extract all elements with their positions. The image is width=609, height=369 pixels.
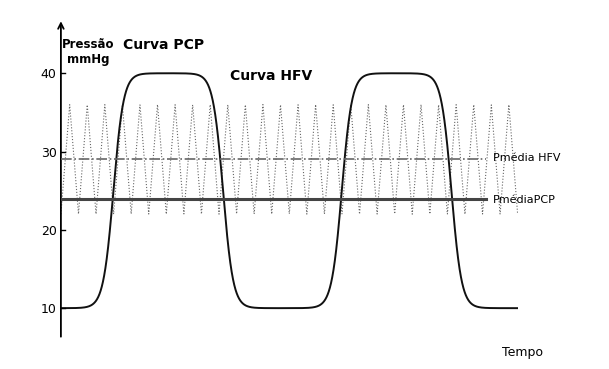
Text: Pressão
mmHg: Pressão mmHg xyxy=(62,38,114,66)
Text: PmédiaPCP: PmédiaPCP xyxy=(493,195,555,205)
Text: Pmédia HFV: Pmédia HFV xyxy=(493,153,560,163)
Text: Curva PCP: Curva PCP xyxy=(122,38,203,52)
Text: Tempo: Tempo xyxy=(502,346,543,359)
Text: Curva HFV: Curva HFV xyxy=(230,69,312,83)
